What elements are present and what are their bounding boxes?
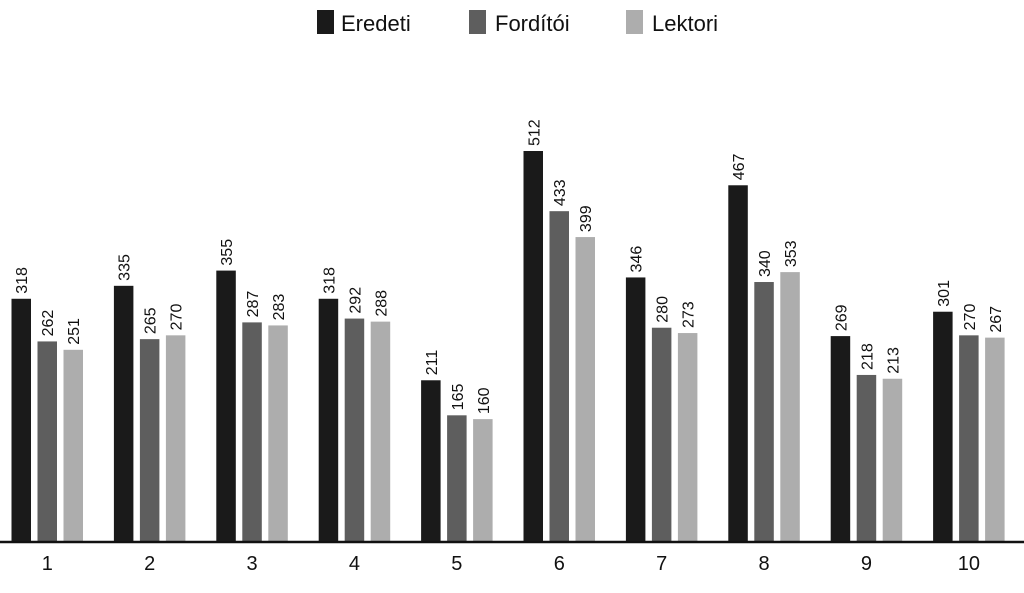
bar-9-3 xyxy=(882,378,903,541)
x-tick-label-5: 5 xyxy=(451,553,462,575)
legend-swatch-1 xyxy=(317,10,334,34)
bar-5-2 xyxy=(447,415,467,541)
bar-6-2 xyxy=(549,211,569,541)
value-label-8-3: 353 xyxy=(783,240,800,267)
legend-label-1: Eredeti xyxy=(341,11,411,36)
bar-7-1 xyxy=(625,277,646,541)
bar-9-2 xyxy=(856,374,877,541)
value-label-2-1: 335 xyxy=(117,254,134,281)
x-tick-label-2: 2 xyxy=(144,553,155,575)
x-tick-label-9: 9 xyxy=(861,553,872,575)
x-tick-labels: 1 2 3 4 5 6 7 8 9 10 xyxy=(42,553,980,575)
value-label-3-2: 287 xyxy=(245,291,262,318)
value-label-3-3: 283 xyxy=(271,294,288,321)
value-label-2-2: 265 xyxy=(143,307,160,334)
value-label-3-1: 355 xyxy=(219,239,236,266)
value-label-2-3: 270 xyxy=(169,304,186,331)
legend-label-2: Fordítói xyxy=(495,11,570,36)
x-tick-label-7: 7 xyxy=(656,553,667,575)
bar-1-1 xyxy=(11,298,31,541)
value-label-4-3: 288 xyxy=(373,290,390,317)
x-tick-label-10: 10 xyxy=(958,553,980,575)
value-label-7-3: 273 xyxy=(681,301,698,328)
value-label-4-2: 292 xyxy=(347,287,364,314)
bar-10-2 xyxy=(959,335,979,541)
bar-2-2 xyxy=(139,339,160,541)
value-label-9-1: 269 xyxy=(833,304,850,331)
bar-5-3 xyxy=(473,419,493,541)
value-label-10-2: 270 xyxy=(962,304,979,331)
bar-10-1 xyxy=(933,311,953,541)
bar-6-3 xyxy=(575,237,595,541)
value-label-5-2: 165 xyxy=(450,384,467,411)
bar-4-2 xyxy=(344,318,365,541)
bar-6-1 xyxy=(523,151,543,541)
value-label-1-1: 318 xyxy=(14,267,31,294)
bar-8-1 xyxy=(728,185,748,541)
value-label-8-1: 467 xyxy=(731,153,748,180)
legend: Eredeti Fordítói Lektori xyxy=(317,10,718,36)
bar-1-3 xyxy=(63,349,83,541)
value-label-10-3: 267 xyxy=(988,306,1005,333)
value-label-10-1: 301 xyxy=(936,280,953,307)
value-label-1-3: 251 xyxy=(66,318,83,345)
bar-10-3 xyxy=(985,337,1005,541)
x-tick-label-4: 4 xyxy=(349,553,360,575)
bars-layer xyxy=(11,151,1005,541)
bar-2-3 xyxy=(165,335,186,541)
bar-3-1 xyxy=(216,270,236,541)
value-label-7-2: 280 xyxy=(655,296,672,323)
bar-5-1 xyxy=(421,380,441,541)
x-tick-label-3: 3 xyxy=(246,553,257,575)
legend-swatch-2 xyxy=(469,10,486,34)
bar-2-1 xyxy=(113,285,134,541)
value-labels-layer: 318 262 251 335 265 270 355 287 283 318 292 288 211 1… xyxy=(14,119,1005,414)
bar-7-2 xyxy=(651,327,672,541)
bar-7-3 xyxy=(677,333,698,541)
legend-swatch-3 xyxy=(626,10,643,34)
value-label-6-3: 399 xyxy=(578,205,595,232)
value-label-6-2: 433 xyxy=(552,179,569,206)
value-label-5-1: 211 xyxy=(424,350,441,376)
x-tick-label-6: 6 xyxy=(554,553,565,575)
value-label-5-3: 160 xyxy=(476,387,493,414)
x-tick-label-8: 8 xyxy=(758,553,769,575)
value-label-9-3: 213 xyxy=(885,347,902,374)
value-label-1-2: 262 xyxy=(40,310,57,337)
legend-label-3: Lektori xyxy=(652,11,718,36)
value-label-6-1: 512 xyxy=(526,119,543,146)
bar-8-2 xyxy=(754,282,774,541)
bar-8-3 xyxy=(780,272,800,541)
value-label-7-1: 346 xyxy=(629,246,646,273)
bar-4-3 xyxy=(370,321,391,541)
bar-3-3 xyxy=(268,325,288,541)
bar-3-2 xyxy=(242,322,262,541)
value-label-4-1: 318 xyxy=(321,267,338,294)
value-label-9-2: 218 xyxy=(859,343,876,370)
bar-4-1 xyxy=(318,298,339,541)
bar-9-1 xyxy=(830,336,851,541)
x-tick-label-1: 1 xyxy=(42,553,53,575)
value-label-8-2: 340 xyxy=(757,250,774,277)
bar-1-2 xyxy=(37,341,57,541)
